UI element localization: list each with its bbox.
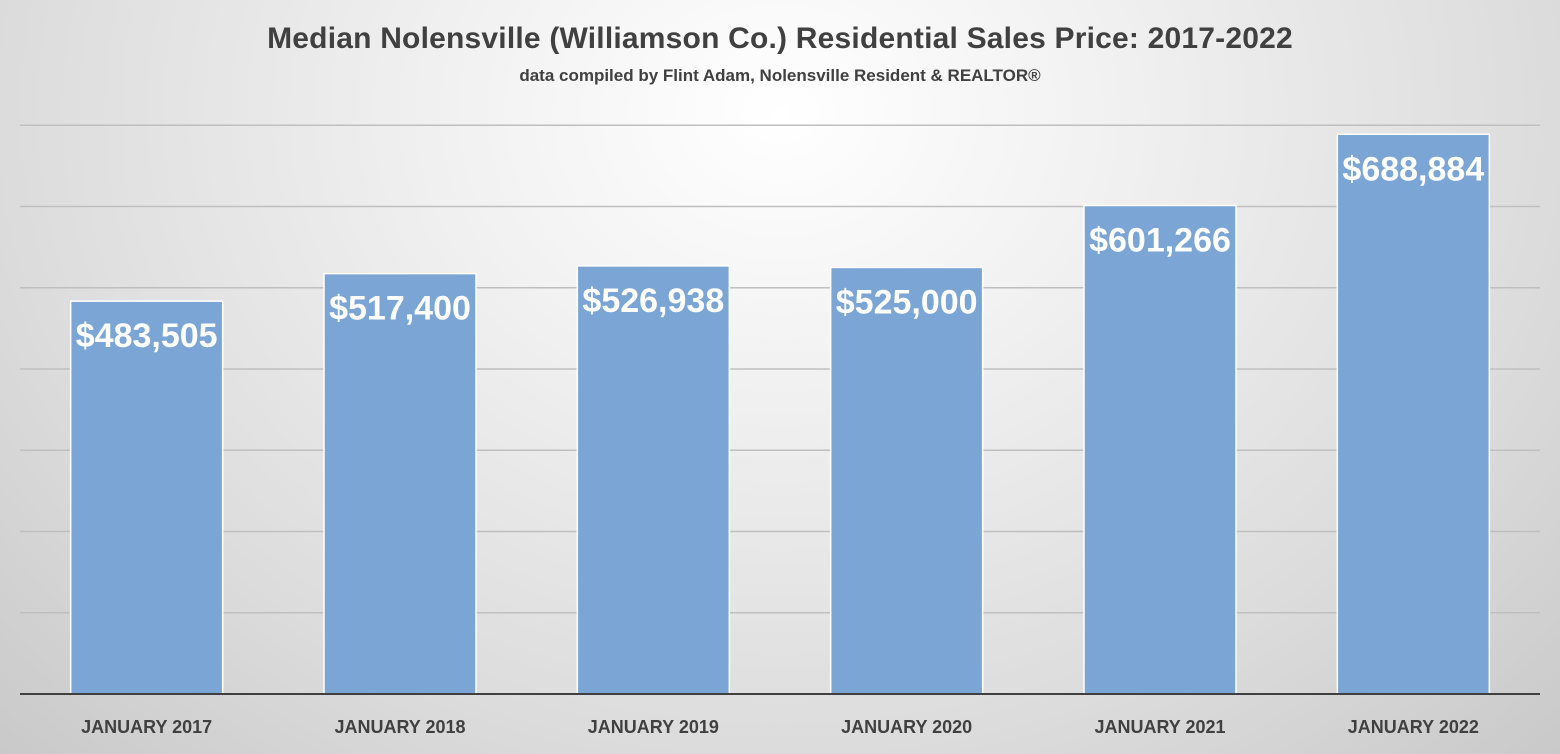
bar-3 — [576, 265, 731, 695]
bar-2 — [323, 272, 477, 695]
bar-1 — [69, 300, 224, 695]
x-tick-label-1: JANUARY 2017 — [81, 717, 212, 737]
bar-6 — [1336, 133, 1491, 695]
data-label-4: $525,000 — [836, 283, 978, 321]
x-tick-label-3: JANUARY 2019 — [588, 717, 719, 737]
x-tick-label-5: JANUARY 2021 — [1094, 717, 1225, 737]
bars — [69, 133, 1491, 695]
data-label-5: $601,266 — [1089, 221, 1231, 259]
gridlines — [20, 124, 1540, 614]
x-tick-label-2: JANUARY 2018 — [334, 717, 465, 737]
data-label-3: $526,938 — [582, 282, 724, 320]
x-tick-label-6: JANUARY 2022 — [1348, 717, 1479, 737]
data-label-1: $483,505 — [76, 317, 218, 355]
data-label-2: $517,400 — [329, 290, 471, 328]
chart-subtitle: data compiled by Flint Adam, Nolensville… — [519, 66, 1041, 85]
x-tick-label-4: JANUARY 2020 — [841, 717, 972, 737]
x-tick-labels: JANUARY 2017 JANUARY 2018 JANUARY 2019 JANU… — [81, 717, 1479, 737]
data-label-6: $688,884 — [1342, 150, 1484, 188]
chart-title: Median Nolensville (Williamson Co.) Resi… — [267, 22, 1293, 55]
bar-5 — [1083, 204, 1237, 695]
bar-4 — [829, 266, 984, 695]
data-labels: $483,505 $517,400 $526,938 $525,000 $601,266… — [76, 150, 1485, 355]
